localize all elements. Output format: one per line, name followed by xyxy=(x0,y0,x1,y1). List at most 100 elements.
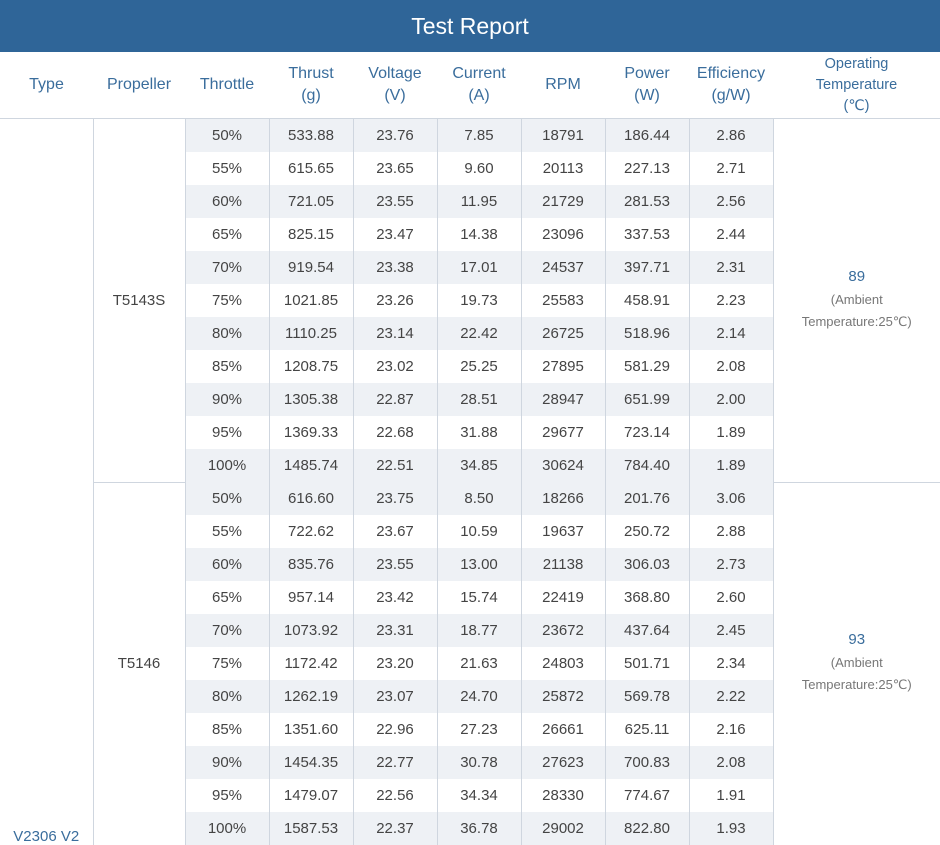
throttle-cell: 60% xyxy=(185,185,269,218)
thrust-cell: 1021.85 xyxy=(269,284,353,317)
rpm-cell: 24537 xyxy=(521,251,605,284)
temperature-value: 93 xyxy=(774,631,940,648)
throttle-cell: 85% xyxy=(185,350,269,383)
thrust-cell: 1208.75 xyxy=(269,350,353,383)
power-cell: 569.78 xyxy=(605,680,689,713)
voltage-cell: 23.42 xyxy=(353,581,437,614)
efficiency-cell: 1.93 xyxy=(689,812,773,845)
thrust-cell: 835.76 xyxy=(269,548,353,581)
propeller-cell: T5143S xyxy=(93,119,185,483)
throttle-cell: 60% xyxy=(185,548,269,581)
throttle-cell: 85% xyxy=(185,713,269,746)
header-thrust-line: (g) xyxy=(269,85,353,107)
rpm-cell: 26661 xyxy=(521,713,605,746)
rpm-cell: 18266 xyxy=(521,482,605,515)
power-cell: 822.80 xyxy=(605,812,689,845)
power-cell: 651.99 xyxy=(605,383,689,416)
power-cell: 227.13 xyxy=(605,152,689,185)
current-cell: 8.50 xyxy=(437,482,521,515)
header-thrust: Thrust(g) xyxy=(269,52,353,119)
power-cell: 700.83 xyxy=(605,746,689,779)
header-temp-line: Operating xyxy=(773,54,940,75)
voltage-cell: 22.87 xyxy=(353,383,437,416)
ambient-temperature-note: Temperature:25℃) xyxy=(774,311,940,333)
power-cell: 306.03 xyxy=(605,548,689,581)
throttle-cell: 70% xyxy=(185,614,269,647)
current-cell: 11.95 xyxy=(437,185,521,218)
rpm-cell: 23672 xyxy=(521,614,605,647)
header-type-line: Type xyxy=(0,74,93,96)
header-voltage-line: Voltage xyxy=(353,63,437,85)
efficiency-cell: 2.44 xyxy=(689,218,773,251)
throttle-cell: 95% xyxy=(185,416,269,449)
current-cell: 27.23 xyxy=(437,713,521,746)
throttle-cell: 55% xyxy=(185,515,269,548)
rpm-cell: 27623 xyxy=(521,746,605,779)
efficiency-cell: 2.71 xyxy=(689,152,773,185)
current-cell: 18.77 xyxy=(437,614,521,647)
power-cell: 201.76 xyxy=(605,482,689,515)
ambient-temperature-note: Temperature:25℃) xyxy=(774,674,940,696)
voltage-cell: 23.55 xyxy=(353,548,437,581)
power-cell: 281.53 xyxy=(605,185,689,218)
header-current: Current(A) xyxy=(437,52,521,119)
current-cell: 19.73 xyxy=(437,284,521,317)
rpm-cell: 24803 xyxy=(521,647,605,680)
header-thrust-line: Thrust xyxy=(269,63,353,85)
power-cell: 368.80 xyxy=(605,581,689,614)
voltage-cell: 23.55 xyxy=(353,185,437,218)
current-cell: 30.78 xyxy=(437,746,521,779)
current-cell: 15.74 xyxy=(437,581,521,614)
header-efficiency-line: (g/W) xyxy=(689,85,773,107)
current-cell: 9.60 xyxy=(437,152,521,185)
rpm-cell: 27895 xyxy=(521,350,605,383)
voltage-cell: 23.47 xyxy=(353,218,437,251)
thrust-cell: 615.65 xyxy=(269,152,353,185)
header-power-line: (W) xyxy=(605,85,689,107)
throttle-cell: 95% xyxy=(185,779,269,812)
thrust-cell: 919.54 xyxy=(269,251,353,284)
header-current-line: (A) xyxy=(437,85,521,107)
current-cell: 25.25 xyxy=(437,350,521,383)
voltage-cell: 23.31 xyxy=(353,614,437,647)
throttle-cell: 65% xyxy=(185,218,269,251)
header-voltage: Voltage(V) xyxy=(353,52,437,119)
efficiency-cell: 2.34 xyxy=(689,647,773,680)
rpm-cell: 28330 xyxy=(521,779,605,812)
header-current-line: Current xyxy=(437,63,521,85)
efficiency-cell: 1.91 xyxy=(689,779,773,812)
current-cell: 34.85 xyxy=(437,449,521,482)
throttle-cell: 75% xyxy=(185,284,269,317)
current-cell: 36.78 xyxy=(437,812,521,845)
header-type: Type xyxy=(0,52,93,119)
efficiency-cell: 2.23 xyxy=(689,284,773,317)
report-title-bar: Test Report xyxy=(0,0,940,52)
type-cell: V2306 V2 xyxy=(0,119,93,845)
thrust-cell: 1351.60 xyxy=(269,713,353,746)
efficiency-cell: 2.16 xyxy=(689,713,773,746)
current-cell: 22.42 xyxy=(437,317,521,350)
efficiency-cell: 2.60 xyxy=(689,581,773,614)
rpm-cell: 29677 xyxy=(521,416,605,449)
efficiency-cell: 2.00 xyxy=(689,383,773,416)
voltage-cell: 23.02 xyxy=(353,350,437,383)
current-cell: 28.51 xyxy=(437,383,521,416)
voltage-cell: 22.37 xyxy=(353,812,437,845)
throttle-cell: 80% xyxy=(185,680,269,713)
voltage-cell: 23.76 xyxy=(353,119,437,153)
thrust-cell: 1479.07 xyxy=(269,779,353,812)
header-throttle-line: Throttle xyxy=(185,74,269,96)
voltage-cell: 23.65 xyxy=(353,152,437,185)
power-cell: 784.40 xyxy=(605,449,689,482)
thrust-cell: 1110.25 xyxy=(269,317,353,350)
rpm-cell: 26725 xyxy=(521,317,605,350)
thrust-cell: 1073.92 xyxy=(269,614,353,647)
voltage-cell: 23.26 xyxy=(353,284,437,317)
header-rpm: RPM xyxy=(521,52,605,119)
efficiency-cell: 2.45 xyxy=(689,614,773,647)
